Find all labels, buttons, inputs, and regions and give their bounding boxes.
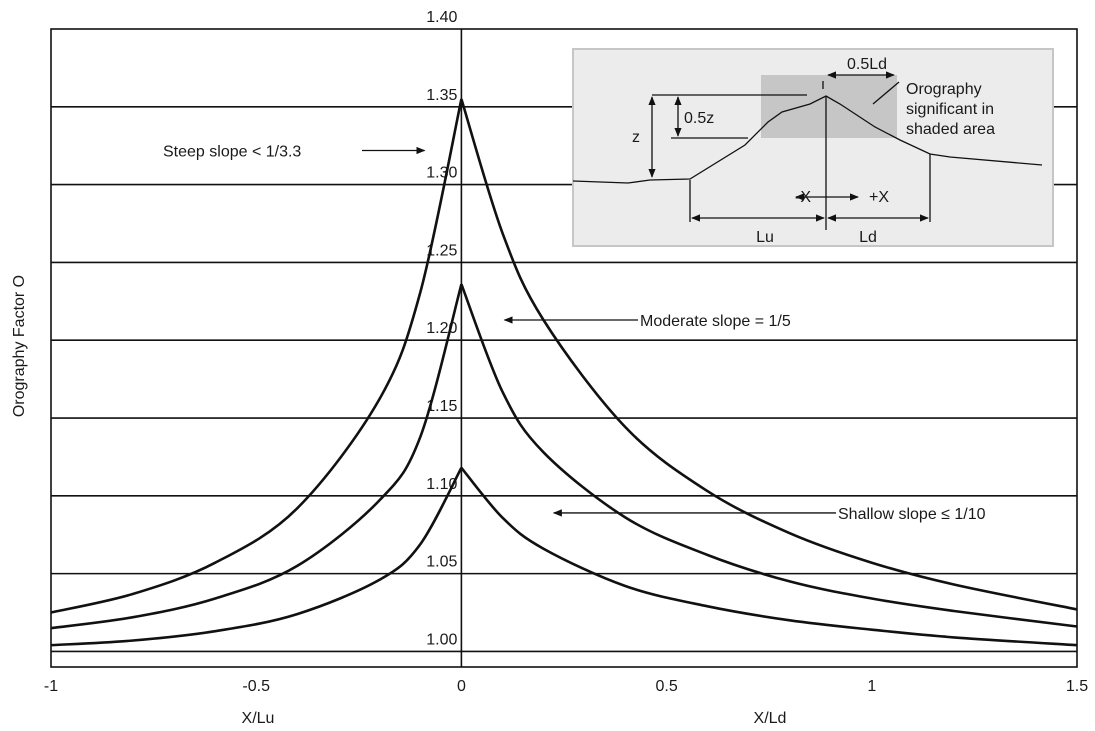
y-tick-label: 1.35 bbox=[426, 87, 457, 104]
y-tick-label: 1.00 bbox=[426, 631, 457, 648]
inset-hill-profile bbox=[572, 95, 1043, 184]
series-line-1 bbox=[50, 98, 1078, 614]
y-tick-label: 1.15 bbox=[426, 398, 457, 415]
inset-shaded-leader bbox=[872, 81, 900, 105]
x-tick-label: -1 bbox=[44, 678, 58, 695]
y-tick-label: 1.30 bbox=[426, 165, 457, 182]
annotation-layer: Steep slope < 1/3.3 Moderate slope = 1/5 S… bbox=[163, 143, 986, 522]
inset-label-lu: Lu bbox=[756, 229, 774, 246]
x-axis-title-left: X/Lu bbox=[242, 710, 275, 727]
inset-shaded-area bbox=[761, 75, 897, 138]
x-tick-label: 0 bbox=[457, 678, 466, 695]
grid-layer bbox=[51, 106, 1077, 653]
series-line-2 bbox=[50, 283, 1078, 630]
y-tick-label: 1.40 bbox=[426, 9, 457, 26]
inset-label-half-z: 0.5z bbox=[684, 110, 714, 127]
inset-diagram: 0.5Ld 0.5z z -X +X Lu Ld Orography signi… bbox=[572, 48, 1054, 247]
y-tick-label: 1.25 bbox=[426, 242, 457, 259]
y-tick-label: 1.05 bbox=[426, 554, 457, 571]
inset-label-half-ld: 0.5Ld bbox=[847, 56, 887, 73]
inset-shaded-note-line-2: significant in bbox=[906, 101, 994, 118]
annotation-steep: Steep slope < 1/3.3 bbox=[163, 143, 301, 160]
x-axis-title-right: X/Ld bbox=[754, 710, 787, 727]
curve-layer bbox=[50, 98, 1078, 647]
plot-frame bbox=[50, 28, 1078, 668]
x-tick-label: 1.5 bbox=[1066, 678, 1088, 695]
axis-layer: 1.001.051.101.151.201.251.301.351.40-1 -0… bbox=[44, 9, 1088, 695]
inset-label-z: z bbox=[632, 129, 640, 146]
annotation-moderate: Moderate slope = 1/5 bbox=[640, 313, 791, 330]
x-tick-label: -0.5 bbox=[242, 678, 270, 695]
inset-shaded-note-line-1: Orography bbox=[906, 81, 982, 98]
y-axis-title: Orography Factor O bbox=[11, 275, 28, 417]
series-line-3 bbox=[50, 466, 1078, 647]
x-tick-label: 0.5 bbox=[655, 678, 677, 695]
x-tick-label: 1 bbox=[867, 678, 876, 695]
inset-label-minus-x: -X bbox=[795, 189, 811, 206]
inset-label-ld: Ld bbox=[859, 229, 877, 246]
annotation-shallow: Shallow slope ≤ 1/10 bbox=[838, 506, 986, 523]
inset-shaded-note-line-3: shaded area bbox=[906, 121, 995, 138]
inset-label-plus-x: +X bbox=[869, 189, 889, 206]
